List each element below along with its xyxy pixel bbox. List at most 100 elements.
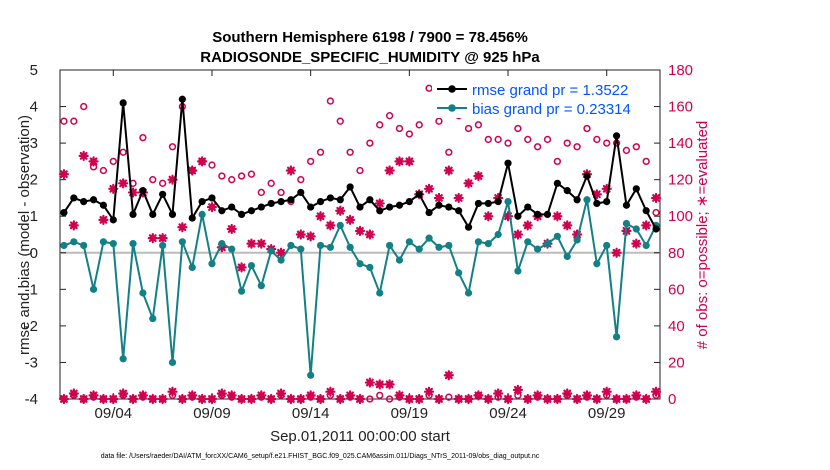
bias-point [109,240,117,248]
possible-point [307,157,315,166]
x-axis: 09/04 09/09 09/14 09/19 09/24 09/29 [95,70,625,422]
bias-point [297,245,305,253]
evaluated-point [335,205,346,216]
bias-point [484,240,492,248]
bias-point [642,241,650,250]
rmse-point [386,203,394,211]
rmse-point [445,203,453,211]
evaluated-near-zero-point [443,370,454,381]
evaluated-point [295,229,306,240]
possible-point [395,124,404,133]
possible-near-zero-point [376,391,384,399]
evaluated-point [522,220,533,231]
evaluated-near-zero-point [354,393,366,405]
evaluated-point [226,223,237,235]
rmse-point [99,201,108,209]
bias-point [198,210,206,218]
evaluated-point [315,211,326,222]
legend-rmse-label: rmse grand pr = 1.3522 [472,82,628,99]
bias-point [445,241,453,250]
footnote: data file: /Users/raeder/DAI/ATM_forcXX/… [101,453,540,460]
rmse-point [494,198,502,206]
evaluated-point [58,169,70,180]
rmse-point [484,199,492,208]
evaluated-point [453,192,464,204]
possible-point [524,135,532,144]
bias-point [524,238,532,246]
evaluated-point [68,220,79,231]
rmse-point [474,199,483,208]
left-tick-label: -1 [25,281,38,298]
rmse-point [563,187,571,195]
possible-point [494,135,502,144]
evaluated-near-zero-point [108,393,119,405]
possible-point [474,121,483,129]
rmse-point [218,207,226,215]
evaluated-point [512,229,523,240]
possible-point [218,172,226,180]
evaluated-near-zero-point [364,377,375,388]
bias-point [356,260,364,268]
possible-point [60,117,68,125]
legend-rmse-marker [448,85,456,93]
evaluated-near-zero-point [256,390,267,401]
evaluated-near-zero-point [118,388,129,399]
evaluated-near-zero-point [631,390,642,401]
rmse-point [573,196,581,204]
rmse-point [534,210,542,218]
evaluated-near-zero-point [285,393,297,405]
evaluated-near-zero-point [315,393,326,405]
evaluated-near-zero-point [58,393,70,405]
evaluated-point [591,189,602,200]
evaluated-near-zero-point [216,388,227,399]
possible-point [593,135,601,144]
possible-point [583,124,591,133]
evaluated-point [384,165,395,176]
rmse-point [297,188,305,197]
evaluated-near-zero-point [177,393,188,405]
rmse-point [435,201,443,209]
evaluated-point [118,178,129,189]
evaluated-point [423,183,435,194]
evaluated-near-zero-point [591,393,602,405]
bias-point [593,260,601,268]
bias-point [247,261,256,270]
evaluated-point [108,183,119,194]
possible-point [484,135,492,144]
evaluated-near-zero-point [98,393,109,405]
right-tick-label: 80 [668,245,685,262]
rmse-point [129,210,137,218]
right-tick-label: 160 [668,99,693,116]
bias-point [316,241,325,250]
bias-point [60,241,68,250]
bias-point [346,243,354,251]
possible-point [228,176,236,184]
rmse-point [326,194,334,202]
evaluated-point [285,165,297,176]
evaluated-point [641,220,652,231]
evaluated-near-zero-point [394,390,405,401]
left-tick-label: 2 [30,172,38,189]
evaluated-point [216,242,227,253]
evaluated-near-zero-point [374,379,385,390]
rmse-point [652,225,660,233]
evaluated-near-zero-point [650,386,662,397]
evaluated-point [473,170,484,182]
bias-point [139,289,147,297]
x-tick-label: 09/14 [292,405,330,422]
possible-point [415,121,423,129]
left-tick-label: -3 [25,354,38,371]
rmse-point [603,198,611,206]
evaluated-near-zero-markers [58,370,662,405]
possible-point [652,208,660,217]
possible-point [168,143,177,151]
right-tick-label: 140 [668,135,693,152]
right-tick-label: 20 [668,354,685,371]
evaluated-near-zero-point [295,393,306,405]
evaluated-near-zero-point [641,393,652,405]
evaluated-near-zero-point [552,393,563,405]
bias-point [504,198,512,206]
bias-point [376,289,384,297]
possible-point [563,139,571,147]
